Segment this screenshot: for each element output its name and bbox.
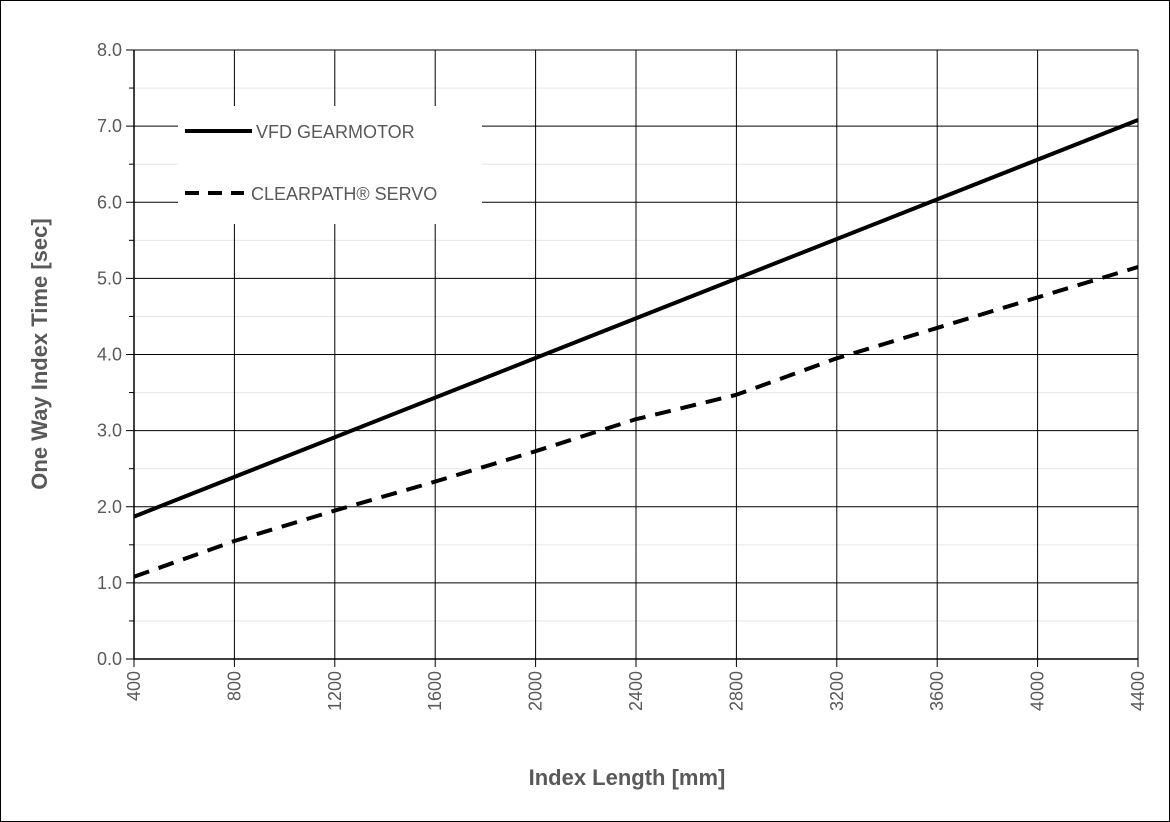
axes <box>126 49 1139 667</box>
y-tick-label: 7.0 <box>97 116 122 136</box>
legend-label-clearpath-servo: CLEARPATH® SERVO <box>251 184 437 204</box>
x-tick-label: 4000 <box>1028 671 1048 711</box>
x-tick-label: 1200 <box>325 671 345 711</box>
y-tick-label: 6.0 <box>97 192 122 212</box>
legend: VFD GEARMOTOR CLEARPATH® SERVO <box>178 106 482 224</box>
x-tick-labels: 400 800 1200 1600 2000 2400 2800 3200 3600 4000 44… <box>124 671 1148 711</box>
x-tick-label: 4400 <box>1128 671 1148 711</box>
x-tick-label: 2800 <box>726 671 746 711</box>
y-tick-label: 4.0 <box>97 345 122 365</box>
x-tick-label: 1600 <box>425 671 445 711</box>
series-lines <box>133 118 1139 579</box>
legend-background <box>178 106 482 224</box>
x-tick-label: 3600 <box>927 671 947 711</box>
x-tick-label: 2000 <box>526 671 546 711</box>
y-tick-label: 1.0 <box>97 573 122 593</box>
x-tick-label: 400 <box>124 671 144 701</box>
series-line-clearpath-servo <box>133 265 1139 579</box>
x-tick-label: 3200 <box>827 671 847 711</box>
y-tick-label: 8.0 <box>97 40 122 60</box>
y-tick-labels: 0.0 1.0 2.0 3.0 4.0 5.0 6.0 7.0 8.0 <box>97 40 122 669</box>
y-tick-label: 3.0 <box>97 421 122 441</box>
x-axis-title: Index Length [mm] <box>529 765 726 790</box>
y-axis-title: One Way Index Time [sec] <box>27 218 52 489</box>
y-tick-label: 0.0 <box>97 649 122 669</box>
y-tick-label: 5.0 <box>97 268 122 288</box>
series-line-vfd-gearmotor <box>133 118 1139 519</box>
x-tick-label: 2400 <box>626 671 646 711</box>
y-tick-label: 2.0 <box>97 497 122 517</box>
legend-label-vfd-gearmotor: VFD GEARMOTOR <box>256 122 415 142</box>
x-tick-label: 800 <box>224 671 244 701</box>
